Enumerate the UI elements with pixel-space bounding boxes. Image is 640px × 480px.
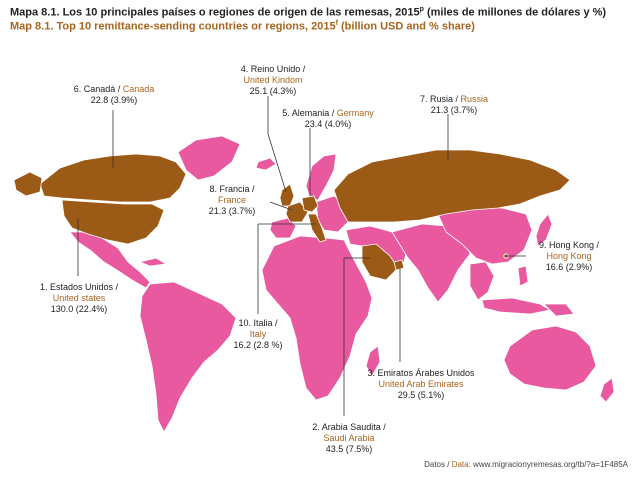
label-canada: 6. Canadá / Canada 22.8 (3.9%) (73, 84, 155, 105)
united-states-shape (61, 199, 165, 245)
map-title-english: Map 8.1. Top 10 remittance-sending count… (10, 20, 475, 33)
data-source: Datos / Data: www.migracionyremesas.org/… (424, 460, 628, 469)
united-kingdom-shape (279, 183, 295, 207)
label-united-kingdom: 4. Reino Unido / United Kindom 25.1 (4.3… (240, 64, 306, 96)
new-zealand-shape (599, 377, 615, 403)
russia-shape (333, 149, 571, 223)
philippines-shape (517, 265, 529, 287)
leader-line-united-kingdom-2 (267, 133, 287, 193)
iceland-shape (255, 157, 277, 171)
japan-shape (535, 213, 553, 247)
germany-shape (301, 195, 319, 213)
label-uae: 3. Emiratos Árabes Unidos United Arab Em… (367, 368, 475, 400)
caribbean-shape (138, 257, 168, 267)
label-russia: 7. Rusia / Russia 21.3 (3.7%) (419, 94, 489, 115)
indonesia-shape (481, 297, 552, 315)
label-italy: 10. Italia / Italy 16.2 (2.8 %) (233, 318, 283, 350)
leader-line-france (269, 201, 293, 211)
saudi-arabia-shape (361, 243, 399, 281)
top-10-countries (13, 149, 571, 281)
other-countries (69, 135, 615, 433)
madagascar-shape (365, 345, 381, 377)
leader-lines (77, 96, 526, 416)
new-guinea-shape (543, 303, 575, 317)
map-title-spanish: Mapa 8.1. Los 10 principales países o re… (10, 6, 607, 19)
label-united-states: 1. Estados Unidos / United states 130.0 … (39, 282, 119, 314)
south-america-shape (139, 281, 237, 433)
france-shape (285, 201, 309, 223)
label-france: 8. Francia / France 21.3 (3.7%) (208, 184, 256, 216)
label-saudi-arabia: 2. Arabia Saudita / Saudi Arabia 43.5 (7… (312, 422, 386, 454)
southeast-asia-shape (469, 261, 495, 301)
south-asia-shape (391, 223, 471, 303)
label-hong-kong: 9. Hong Kong / Hong Kong 16.6 (2.9%) (538, 240, 600, 272)
australia-shape (503, 325, 597, 391)
scandinavia-shape (305, 153, 337, 201)
italy-shape (307, 213, 327, 243)
canada-shape (39, 153, 187, 203)
label-germany: 5. Alemania / Germany 23.4 (4.0%) (282, 108, 374, 129)
greenland-shape (177, 135, 241, 181)
mexico-central-america-shape (69, 231, 151, 289)
uae-shape (393, 259, 405, 271)
africa-shape (261, 235, 373, 401)
alaska-shape (13, 171, 43, 197)
